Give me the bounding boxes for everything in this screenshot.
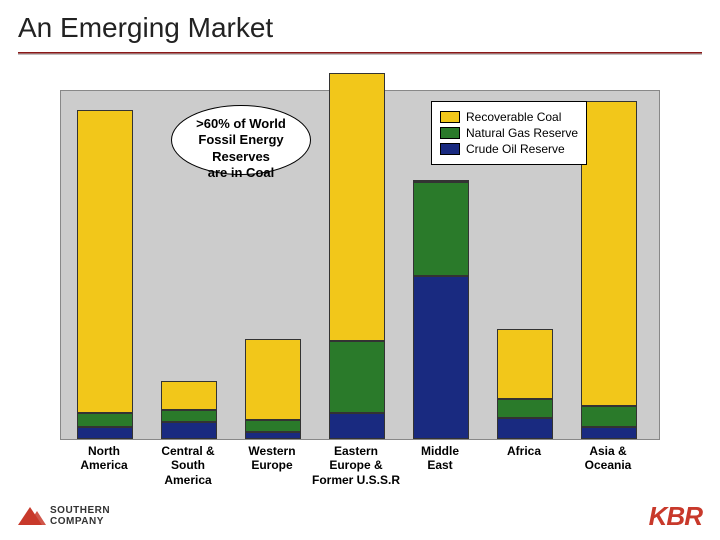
legend-swatch [440,111,460,123]
legend-item: Natural Gas Reserve [440,126,578,140]
footer: SOUTHERNCOMPANY KBR [0,498,720,534]
legend-label: Natural Gas Reserve [466,126,578,140]
x-axis-labels: North America Central & South America West… [60,444,660,494]
x-axis-label: North America [80,444,127,473]
southern-company-logo: SOUTHERNCOMPANY [18,505,110,527]
bar-segment-crude [581,427,637,439]
bar-segment-coal [497,329,553,399]
legend-swatch [440,143,460,155]
x-axis-label: Western Europe [248,444,295,473]
bar-segment-crude [329,413,385,439]
chart-plot: >60% of WorldFossil EnergyReservesare in… [60,90,660,440]
bar-segment-coal [413,180,469,182]
x-axis-label: Central & South America [161,444,214,487]
bar-segment-gas [413,182,469,275]
bar-segment-gas [161,410,217,422]
southern-company-text: SOUTHERNCOMPANY [50,505,110,527]
bar-segment-gas [77,413,133,427]
x-axis-label: Africa [507,444,541,458]
callout-bubble: >60% of WorldFossil EnergyReservesare in… [171,105,311,175]
southern-company-icon [18,505,44,527]
bar-segment-coal [161,381,217,410]
bar-segment-gas [245,420,301,432]
x-axis-label: Eastern Europe & Former U.S.S.R [312,444,400,487]
kbr-logo: KBR [649,501,702,532]
legend-item: Recoverable Coal [440,110,578,124]
legend-label: Crude Oil Reserve [466,142,565,156]
bar-segment-crude [161,422,217,440]
bar-segment-coal [245,339,301,421]
x-axis-label: Asia & Oceania [585,444,632,473]
legend-swatch [440,127,460,139]
bar-segment-crude [77,427,133,439]
bar-segment-crude [497,418,553,439]
legend: Recoverable Coal Natural Gas Reserve Crude… [431,101,587,165]
title-underline [18,52,702,55]
legend-label: Recoverable Coal [466,110,561,124]
bar-segment-crude [245,432,301,439]
bar-segment-gas [329,341,385,413]
bar-segment-gas [497,399,553,418]
bar-segment-crude [413,276,469,439]
bar-segment-coal [77,110,133,413]
bar-segment-gas [581,406,637,427]
bar-segment-coal [329,73,385,341]
x-axis-label: Middle East [421,444,459,473]
legend-item: Crude Oil Reserve [440,142,578,156]
page-title: An Emerging Market [0,0,720,52]
bar-segment-coal [581,101,637,407]
